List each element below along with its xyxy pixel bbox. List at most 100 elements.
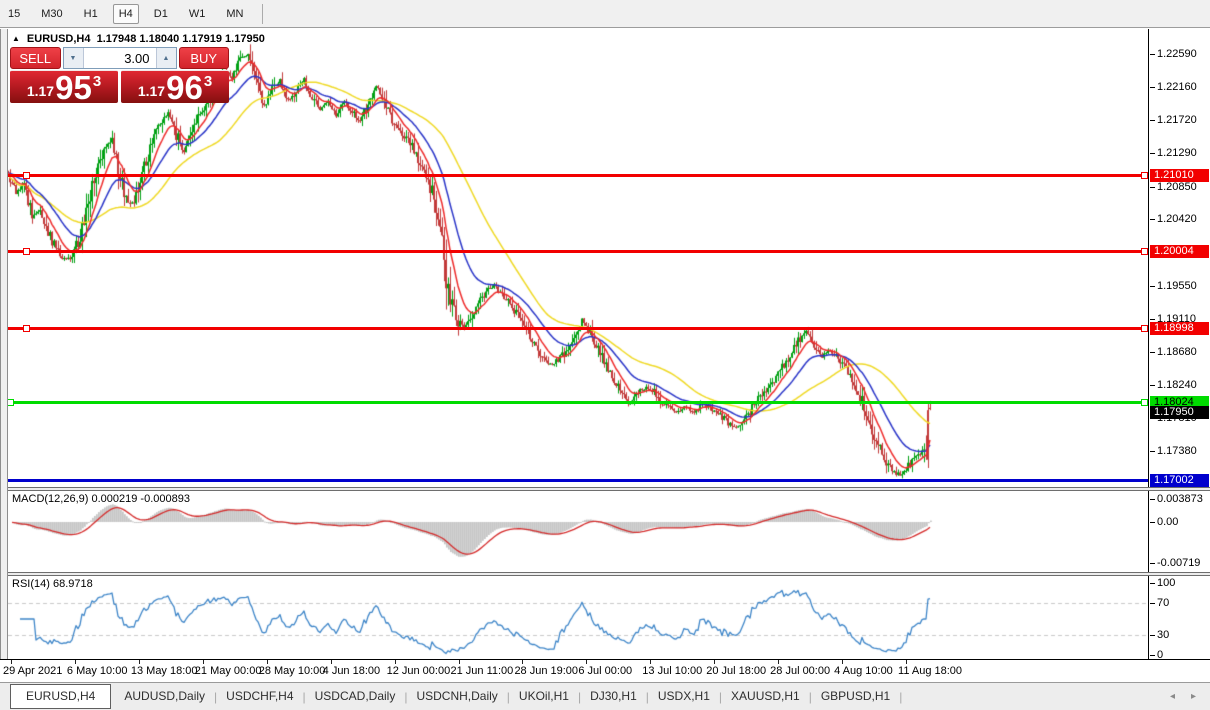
rsi-indicator-label: RSI(14) 68.9718 — [12, 578, 93, 590]
timeframe-button-w1[interactable]: W1 — [188, 7, 206, 20]
horizontal-line-resistance-1[interactable] — [8, 173, 1148, 177]
price-axis-tick: 1.17380 — [1150, 444, 1197, 457]
triangle-up-icon: ▲ — [162, 54, 170, 62]
timeframe-buttons: 15 M30 H1 H4 D1 W1 MN — [2, 3, 258, 24]
line-handle-resistance-2[interactable] — [22, 248, 30, 256]
chart-tab-usdx-h1[interactable]: USDX,H1 — [657, 689, 710, 703]
sell-price-prefix: 1.17 — [26, 83, 55, 99]
pane-splitter-macd[interactable] — [0, 487, 1210, 491]
time-axis-tick — [458, 660, 460, 664]
time-axis-tick — [138, 660, 140, 664]
chart-tab-dj30-h1[interactable]: DJ30,H1 — [590, 689, 637, 703]
tab-separator: | — [506, 689, 510, 704]
price-axis-tick: 1.18680 — [1150, 345, 1197, 358]
price-axis[interactable]: 1.22590 1.22160 1.21720 1.21290 1.20850 1.204… — [1148, 29, 1210, 661]
horizontal-line-support-1[interactable] — [8, 400, 1148, 404]
horizontal-line-support-2[interactable] — [8, 478, 1148, 482]
chart-title: ▲ EURUSD,H4 1.17948 1.18040 1.17919 1.17… — [12, 32, 265, 46]
macd-axis-label: 0.00 — [1149, 515, 1179, 528]
tab-separator: | — [214, 689, 218, 704]
tab-scroll-left-icon[interactable]: ◂ — [1169, 691, 1175, 702]
rsi-axis-label: 70 — [1149, 596, 1170, 609]
time-axis-label: 21 Jun 11:00 — [450, 665, 514, 677]
time-axis-label: 29 Apr 2021 — [3, 665, 63, 677]
timeframe-button-h1[interactable]: H1 — [83, 7, 98, 20]
sell-button[interactable]: SELL — [10, 47, 61, 69]
line-handle-resistance-1[interactable] — [1140, 171, 1148, 179]
time-axis-label: 4 Jun 18:00 — [322, 665, 381, 677]
timeframe-button-d1[interactable]: D1 — [153, 7, 168, 20]
tab-scroll-right-icon[interactable]: ▸ — [1190, 691, 1196, 702]
sell-price-box[interactable]: 1.17 95 3 — [10, 70, 118, 104]
toolbar-separator — [262, 3, 264, 24]
macd-axis-label: -0.00719 — [1149, 557, 1201, 570]
trade-panel-controls: SELL ▼ ▲ BUY — [10, 47, 229, 69]
chart-tab-usdcad-daily[interactable]: USDCAD,Daily — [314, 689, 396, 703]
timeframe-button-15[interactable]: 15 — [8, 7, 21, 20]
time-axis-label: 4 Aug 10:00 — [834, 665, 893, 677]
time-axis-tick — [586, 660, 588, 664]
timeframe-button-h4[interactable]: H4 — [112, 3, 139, 24]
price-axis-tick: 1.20420 — [1150, 213, 1197, 226]
macd-axis-label: 0.003873 — [1150, 493, 1203, 506]
window-left-border — [0, 29, 8, 659]
volume-input[interactable] — [83, 48, 156, 68]
chart-collapse-icon[interactable]: ▲ — [12, 34, 20, 43]
buy-price-pip: 3 — [203, 73, 213, 90]
price-axis-tick: 1.21720 — [1150, 114, 1197, 127]
chart-tab-audusd-daily[interactable]: AUDUSD,Daily — [124, 689, 206, 703]
current-price-label: 1.17950 — [1150, 406, 1209, 420]
chart-tab-xauusd-h1[interactable]: XAUUSD,H1 — [731, 689, 800, 703]
time-axis-tick — [714, 660, 716, 664]
time-axis-tick — [394, 660, 396, 664]
line-handle-resistance-1[interactable] — [22, 171, 30, 179]
pane-splitter-rsi[interactable] — [0, 572, 1210, 576]
chart-tab-gbpusd-h1[interactable]: GBPUSD,H1 — [820, 689, 891, 703]
volume-increase-button[interactable]: ▲ — [155, 48, 176, 68]
time-axis[interactable]: 29 Apr 2021 6 May 10:00 13 May 18:00 21 May… — [0, 659, 1210, 683]
line-handle-resistance-2[interactable] — [1140, 248, 1148, 256]
chart-overlay — [6, 29, 1148, 659]
line-handle-resistance-3[interactable] — [22, 324, 30, 332]
chart-tab-eurusd-h4[interactable]: EURUSD,H4 — [10, 684, 112, 709]
time-axis-label: 6 Jul 00:00 — [578, 665, 633, 677]
time-axis-label: 28 May 10:00 — [258, 665, 326, 677]
time-axis-tick — [330, 660, 332, 664]
timeframe-button-mn[interactable]: MN — [226, 7, 244, 20]
buy-button[interactable]: BUY — [178, 47, 229, 69]
line-handle-support-1[interactable] — [1140, 398, 1148, 406]
chart-tab-ukoil-h1[interactable]: UKOil,H1 — [518, 689, 569, 703]
tab-separator: | — [404, 689, 408, 704]
price-chart-canvas[interactable] — [8, 29, 1148, 659]
tab-separator: | — [808, 689, 812, 704]
time-axis-label: 20 Jul 18:00 — [706, 665, 767, 677]
timeframe-toolbar: 15 M30 H1 H4 D1 W1 MN — [0, 0, 1210, 27]
chart-tab-usdcnh-daily[interactable]: USDCNH,Daily — [416, 689, 498, 703]
time-axis-tick — [778, 660, 780, 664]
time-axis-tick — [202, 660, 204, 664]
tab-scroll-arrows: ◂ ▸ — [1170, 691, 1196, 702]
triangle-down-icon: ▼ — [69, 54, 77, 62]
chart-tab-usdchf-h4[interactable]: USDCHF,H4 — [226, 689, 294, 703]
macd-indicator-label: MACD(12,26,9) 0.000219 -0.000893 — [12, 493, 190, 505]
tab-separator: | — [718, 689, 723, 704]
rsi-axis-label: 30 — [1149, 628, 1170, 641]
price-axis-tick: 1.21290 — [1150, 147, 1197, 160]
volume-decrease-button[interactable]: ▼ — [63, 48, 84, 68]
buy-price-box[interactable]: 1.17 96 3 — [121, 70, 229, 104]
price-axis-tick: 1.20850 — [1150, 180, 1197, 193]
horizontal-line-resistance-3[interactable] — [8, 326, 1148, 330]
volume-stepper: ▼ ▲ — [62, 47, 177, 69]
chart-tab-bar: EURUSD,H4 AUDUSD,Daily | USDCHF,H4 | USDCAD,D… — [0, 683, 1210, 710]
timeframe-button-m30[interactable]: M30 — [41, 7, 63, 20]
time-axis-tick — [74, 660, 76, 664]
chart-window: ▲ EURUSD,H4 1.17948 1.18040 1.17919 1.17… — [0, 29, 1210, 661]
time-axis-tick — [650, 660, 652, 664]
price-label-resistance-3: 1.18998 — [1150, 321, 1209, 335]
time-axis-label: 28 Jul 00:00 — [770, 665, 831, 677]
time-axis-tick — [11, 660, 12, 664]
horizontal-line-resistance-2[interactable] — [8, 250, 1148, 254]
time-axis-tick — [842, 660, 844, 664]
line-handle-resistance-3[interactable] — [1140, 324, 1148, 332]
